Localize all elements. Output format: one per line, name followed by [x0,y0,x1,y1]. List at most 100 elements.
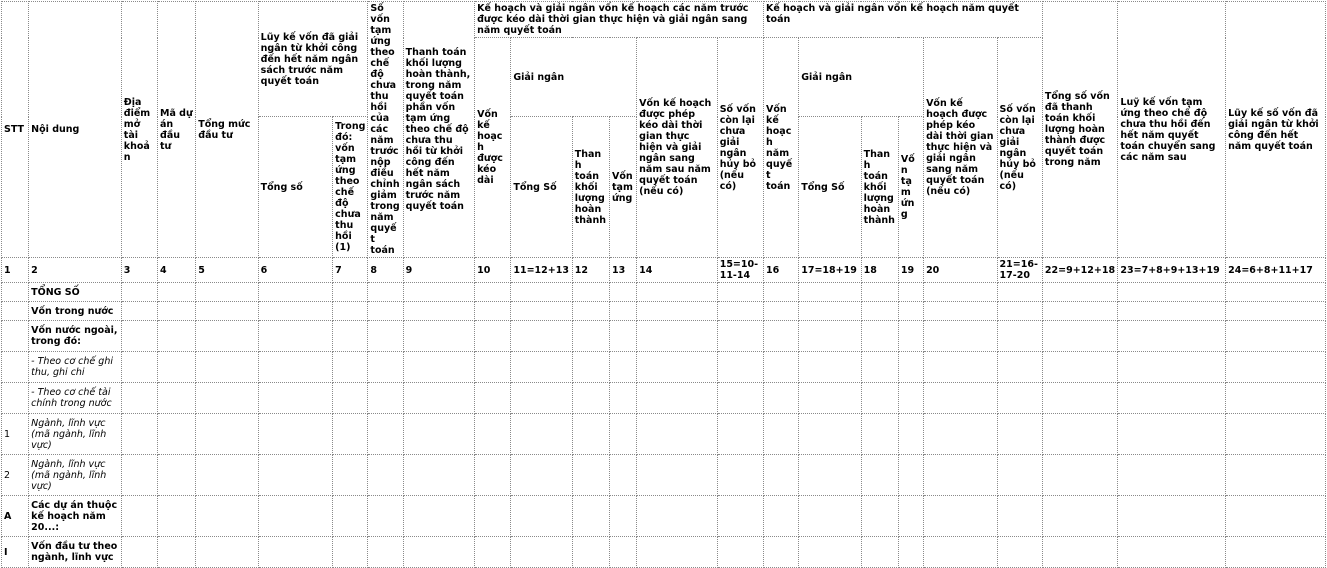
group-kh-truoc: Kế hoạch và giải ngân vốn kế hoạch các n… [474,1,765,38]
table-cell [571,320,611,352]
table-cell [120,320,159,352]
table-cell [157,320,197,352]
table-cell [402,413,476,455]
table-cell [763,382,800,414]
table-cell [636,282,718,302]
table-cell [1225,382,1326,414]
table-cell [257,301,334,321]
row-stt [0,320,30,352]
col-von-kh-phep-keo-dai: Vốn kế hoạch được phép kéo dài thời gian… [636,37,718,258]
column-number: 10 [474,257,512,283]
table-row: Vốn nước ngoài, trong đó: [0,320,1326,352]
col-tong-muc: Tổng mức đầu tư [195,1,259,258]
table-cell [510,495,573,537]
table-cell [195,454,259,496]
table-cell [474,351,512,383]
table-cell [636,495,718,537]
table-cell [1117,495,1227,537]
table-cell [402,495,476,537]
row-label: Ngành, lĩnh vực (mã ngành, lĩnh vực) [28,413,122,455]
table-cell [860,320,899,352]
table-cell [367,495,404,537]
table-cell [332,454,369,496]
column-number: 12 [571,257,611,283]
table-cell [763,413,800,455]
table-cell [1117,536,1227,568]
table-cell [763,320,800,352]
col-thanh-toan-klht-1: Thanh toán khối lượng hoàn thành [571,116,611,258]
table-cell [195,382,259,414]
table-cell [195,282,259,302]
group-luy-ke: Lũy kế vốn đã giải ngân từ khởi công đến… [257,1,369,117]
table-cell [636,320,718,352]
column-number: 1 [0,257,30,283]
col-tong-so-von-tt: Tổng số vốn đã thanh toán khối lượng hoà… [1041,1,1119,258]
table-cell [860,351,899,383]
table-cell [367,382,404,414]
table-cell [923,495,998,537]
table-cell [763,536,800,568]
table-cell [157,413,197,455]
table-cell [798,536,862,568]
column-number: 20 [923,257,998,283]
col-dia-diem: Địa điểm mở tài khoản [120,1,159,258]
table-cell [571,382,611,414]
table-cell [996,413,1043,455]
table-cell [636,413,718,455]
table-cell [860,495,899,537]
row-stt [0,382,30,414]
table-cell [636,454,718,496]
table-cell [120,282,159,302]
col-von-kh-nam-qt: Vốn kế hoạch năm quyết toán [763,37,800,258]
table-cell [716,382,765,414]
table-cell [332,536,369,568]
table-cell [860,382,899,414]
table-cell [474,536,512,568]
col-so-von-tam-ung: Số vốn tạm ứng theo chế độ chưa thu hồi … [367,1,404,258]
table-cell [367,351,404,383]
column-number: 5 [195,257,259,283]
table-cell [571,413,611,455]
col-thanh-toan-klht-2: Thanh toán khối lượng hoàn thành [860,116,899,258]
table-cell [257,320,334,352]
table-cell [798,413,862,455]
column-number: 8 [367,257,404,283]
table-cell [897,351,925,383]
table-cell [923,413,998,455]
table-cell [608,351,638,383]
table-cell [1225,282,1326,302]
table-cell [1041,351,1119,383]
table-cell [897,454,925,496]
table-cell [763,282,800,302]
table-cell [157,454,197,496]
table-row: - Theo cơ chế tài chính trong nước [0,382,1326,414]
row-label: Các dự án thuộc kế hoạch năm 20...: [28,495,122,537]
col-so-von-con-lai-2: Số vốn còn lại chưa giải ngân hủy bỏ (nế… [996,37,1043,258]
table-cell [157,536,197,568]
table-cell [257,382,334,414]
table-cell [120,413,159,455]
table-cell [157,301,197,321]
table-cell [716,413,765,455]
col-stt: STT [0,1,30,258]
table-cell [1225,454,1326,496]
table-cell [1225,320,1326,352]
table-cell [763,454,800,496]
col-tong-so: Tổng số [257,116,334,258]
table-cell [1041,495,1119,537]
column-number: 19 [897,257,925,283]
table-cell [1041,301,1119,321]
col-tong-so-giai-ngan-1: Tổng Số [510,116,573,258]
table-cell [798,301,862,321]
table-cell [1041,454,1119,496]
table-cell [120,301,159,321]
table-cell [923,301,998,321]
table-cell [860,454,899,496]
table-cell [897,382,925,414]
table-cell [195,413,259,455]
group-giai-ngan-1: Giải ngân [510,37,638,117]
table-cell [798,382,862,414]
table-cell [120,495,159,537]
table-row: A Các dự án thuộc kế hoạch năm 20...: [0,495,1326,537]
table-cell [402,282,476,302]
